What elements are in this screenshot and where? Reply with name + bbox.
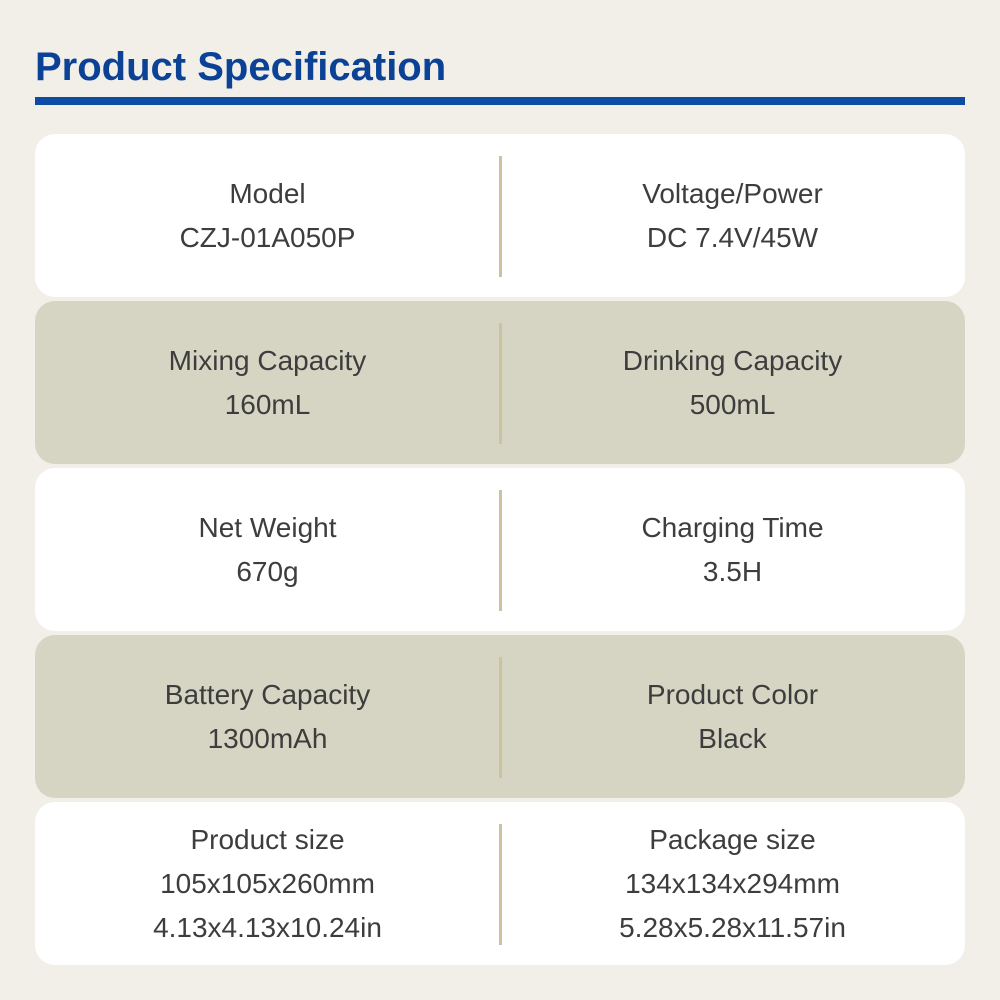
spec-value: 134x134x294mm — [625, 867, 840, 899]
spec-label: Package size — [649, 823, 816, 855]
spec-value: 500mL — [689, 388, 776, 420]
spec-label: Product Color — [646, 678, 819, 710]
cell-divider — [499, 323, 502, 444]
spec-label: Model — [229, 177, 306, 209]
spec-label: Mixing Capacity — [168, 344, 367, 376]
spec-label: Voltage/Power — [642, 177, 823, 209]
cell-divider — [499, 657, 502, 778]
cell-divider — [499, 490, 502, 611]
spec-label: Net Weight — [198, 511, 337, 543]
spec-row-weight-charging: Net Weight 670g Charging Time 3.5H — [35, 468, 965, 631]
spec-table: Model CZJ-01A050P Voltage/Power DC 7.4V/… — [35, 134, 965, 965]
spec-row-sizes: Product size 105x105x260mm 4.13x4.13x10.… — [35, 802, 965, 965]
spec-cell-voltage-power: Voltage/Power DC 7.4V/45W — [500, 172, 965, 260]
spec-value: 3.5H — [702, 555, 763, 587]
spec-row-battery-color: Battery Capacity 1300mAh Product Color B… — [35, 635, 965, 798]
spec-row-model-voltage: Model CZJ-01A050P Voltage/Power DC 7.4V/… — [35, 134, 965, 297]
spec-label: Product size — [190, 823, 345, 855]
spec-cell-charging-time: Charging Time 3.5H — [500, 506, 965, 594]
spec-cell-net-weight: Net Weight 670g — [35, 506, 500, 594]
spec-value: 160mL — [224, 388, 311, 420]
spec-label: Battery Capacity — [164, 678, 371, 710]
spec-label: Drinking Capacity — [622, 344, 843, 376]
spec-value: 105x105x260mm — [160, 867, 375, 899]
spec-value: 670g — [236, 555, 299, 587]
spec-value: 1300mAh — [207, 722, 328, 754]
cell-divider — [499, 156, 502, 277]
spec-cell-mixing-capacity: Mixing Capacity 160mL — [35, 339, 500, 427]
spec-cell-model: Model CZJ-01A050P — [35, 172, 500, 260]
spec-label: Charging Time — [641, 511, 824, 543]
spec-value: 4.13x4.13x10.24in — [153, 911, 382, 943]
spec-cell-battery-capacity: Battery Capacity 1300mAh — [35, 673, 500, 761]
title-underline — [35, 97, 965, 105]
spec-cell-package-size: Package size 134x134x294mm 5.28x5.28x11.… — [500, 818, 965, 950]
spec-value: 5.28x5.28x11.57in — [619, 911, 846, 943]
spec-cell-product-size: Product size 105x105x260mm 4.13x4.13x10.… — [35, 818, 500, 950]
spec-value: Black — [698, 722, 767, 754]
cell-divider — [499, 824, 502, 945]
spec-cell-product-color: Product Color Black — [500, 673, 965, 761]
spec-cell-drinking-capacity: Drinking Capacity 500mL — [500, 339, 965, 427]
page-title: Product Specification — [35, 45, 447, 89]
spec-value: DC 7.4V/45W — [646, 221, 819, 253]
spec-row-capacities: Mixing Capacity 160mL Drinking Capacity … — [35, 301, 965, 464]
spec-value: CZJ-01A050P — [179, 221, 356, 253]
